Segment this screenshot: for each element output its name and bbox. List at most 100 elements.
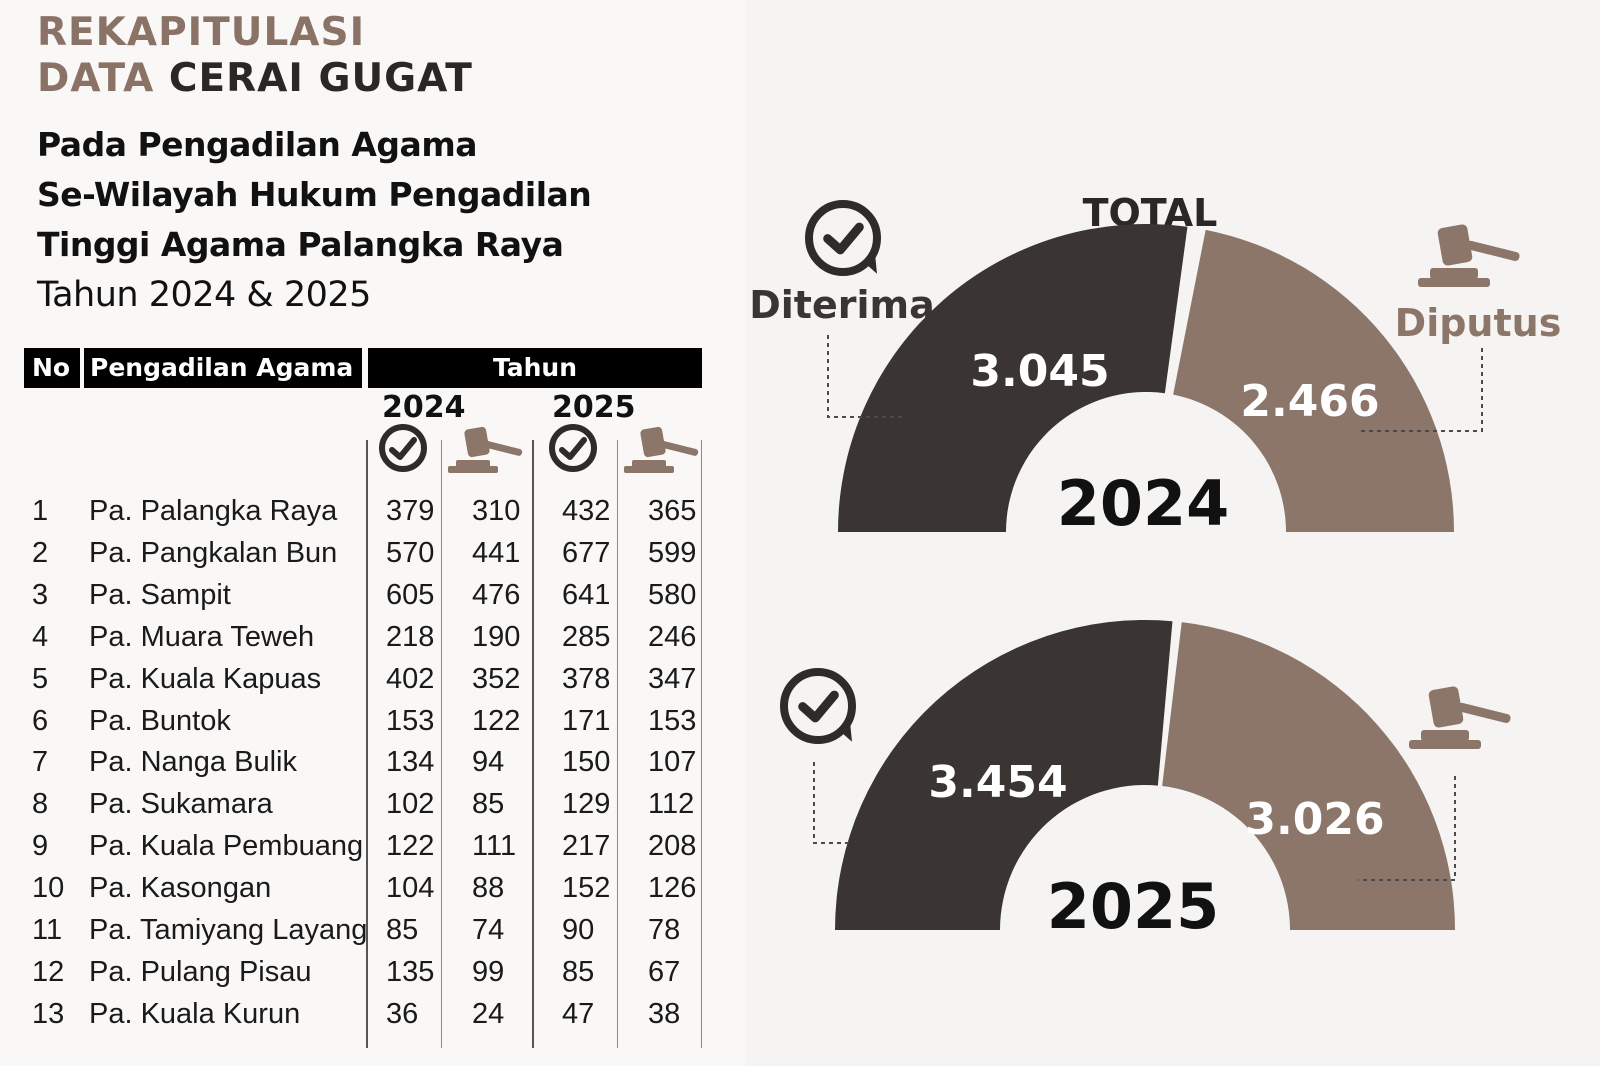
donut-segment-diputus xyxy=(1173,229,1454,532)
court-name: Pa. Sampit xyxy=(89,578,231,611)
row-number: 8 xyxy=(32,788,49,821)
row-value: 78 xyxy=(648,914,681,946)
row-value: 104 xyxy=(386,872,435,905)
row-value: 441 xyxy=(472,536,521,569)
table-divider xyxy=(441,440,442,1048)
heading-dark: CERAI GUGAT xyxy=(168,56,473,101)
row-value: 99 xyxy=(472,955,505,988)
court-name: Pa. Palangka Raya xyxy=(89,495,338,527)
table-row: 6 Pa. Buntok 153 122 171 153 xyxy=(0,700,720,742)
gavel-icon-handle xyxy=(1457,702,1511,723)
check-icon-tail xyxy=(863,256,877,274)
row-number: 3 xyxy=(32,578,49,611)
row-value: 47 xyxy=(562,997,595,1030)
donut-segment-diputus xyxy=(1162,622,1455,930)
row-value: 85 xyxy=(562,955,595,988)
gavel-icon xyxy=(1428,686,1464,728)
table-row: 12 Pa. Pulang Pisau 135 99 85 67 xyxy=(0,951,720,993)
gavel-icon-base xyxy=(1409,740,1481,749)
row-value: 641 xyxy=(562,578,611,611)
court-name: Pa. Kuala Pembuang xyxy=(89,830,364,863)
row-value: 135 xyxy=(386,955,435,988)
row-value: 476 xyxy=(472,578,521,611)
row-value: 152 xyxy=(562,872,611,905)
donut-segment-diterima xyxy=(838,223,1188,532)
subtitle: Pada Pengadilan Agama Se-Wilayah Hukum P… xyxy=(37,120,592,320)
row-value: 122 xyxy=(386,830,435,863)
row-number: 1 xyxy=(32,495,49,527)
header-year: Tahun xyxy=(368,348,702,388)
year-b-label: 2025 xyxy=(552,390,636,425)
court-name: Pa. Sukamara xyxy=(89,788,273,821)
row-value: 208 xyxy=(648,830,697,863)
court-name: Pa. Pulang Pisau xyxy=(89,955,312,988)
gavel-icon-base xyxy=(1418,278,1490,287)
court-name: Pa. Kasongan xyxy=(89,872,272,905)
row-value: 134 xyxy=(386,746,435,779)
gavel-icon xyxy=(448,426,523,473)
table-row: 7 Pa. Nanga Bulik 134 94 150 107 xyxy=(0,741,720,783)
row-value: 153 xyxy=(648,704,697,737)
row-value: 150 xyxy=(562,746,611,779)
row-value: 570 xyxy=(386,536,435,569)
court-name: Pa. Pangkalan Bun xyxy=(89,536,338,569)
row-value: 85 xyxy=(472,788,505,821)
subtitle-line: Pada Pengadilan Agama xyxy=(37,125,477,164)
table-row: 10 Pa. Kasongan 104 88 152 126 xyxy=(0,867,720,909)
header-no: No xyxy=(24,348,80,388)
donut-segment-diterima xyxy=(835,620,1173,930)
leader-line xyxy=(1358,348,1483,432)
subtitle-line: Se-Wilayah Hukum Pengadilan xyxy=(37,175,592,214)
row-value: 122 xyxy=(472,704,521,737)
row-number: 4 xyxy=(32,620,49,653)
court-name: Pa. Muara Teweh xyxy=(89,620,315,653)
check-icon-mark xyxy=(798,690,839,723)
row-value: 365 xyxy=(648,495,697,527)
heading-accent: DATA xyxy=(37,56,155,101)
check-icon xyxy=(379,424,427,472)
center-year-label: 2024 xyxy=(1057,467,1230,540)
leader-line xyxy=(827,335,905,418)
row-value: 285 xyxy=(562,620,611,653)
legend-label-diterima: Diterima xyxy=(749,283,935,327)
row-value: 217 xyxy=(562,830,611,863)
row-value: 38 xyxy=(648,997,681,1030)
table-row: 8 Pa. Sukamara 102 85 129 112 xyxy=(0,783,720,825)
row-number: 11 xyxy=(32,914,63,946)
row-value: 129 xyxy=(562,788,611,821)
table-divider xyxy=(532,440,534,1048)
row-value: 36 xyxy=(386,997,419,1030)
row-value: 90 xyxy=(562,914,595,946)
row-number: 12 xyxy=(32,955,65,988)
check-icon xyxy=(805,200,881,276)
row-value: 310 xyxy=(472,495,521,527)
leader-line xyxy=(813,762,850,844)
subtitle-line: Tinggi Agama Palangka Raya xyxy=(37,225,564,264)
row-value: 599 xyxy=(648,536,697,569)
table-divider xyxy=(366,440,368,1048)
gavel-icon-handle xyxy=(1466,240,1520,261)
row-number: 13 xyxy=(32,997,65,1030)
check-icon xyxy=(549,424,597,472)
row-number: 9 xyxy=(32,830,49,863)
subtitle-year: Tahun 2024 & 2025 xyxy=(37,275,371,315)
row-number: 7 xyxy=(32,746,49,779)
row-value: 107 xyxy=(648,746,697,779)
row-value: 378 xyxy=(562,662,611,695)
court-name: Pa. Kuala Kurun xyxy=(89,997,301,1030)
year-a-label: 2024 xyxy=(382,390,466,425)
gavel-icon xyxy=(624,426,699,473)
row-value: 605 xyxy=(386,578,435,611)
table-row: 13 Pa. Kuala Kurun 36 24 47 38 xyxy=(0,993,720,1035)
header-name: Pengadilan Agama xyxy=(84,348,362,388)
row-value: 102 xyxy=(386,788,435,821)
row-value: 352 xyxy=(472,662,521,695)
row-value: 190 xyxy=(472,620,521,653)
table-row: 4 Pa. Muara Teweh 218 190 285 246 xyxy=(0,616,720,658)
table-row: 1 Pa. Palangka Raya 379 310 432 365 xyxy=(0,490,720,532)
row-number: 2 xyxy=(32,536,49,569)
row-value: 580 xyxy=(648,578,697,611)
legend-label-diputus: Diputus xyxy=(1395,301,1562,345)
table-row: 2 Pa. Pangkalan Bun 570 441 677 599 xyxy=(0,532,720,574)
